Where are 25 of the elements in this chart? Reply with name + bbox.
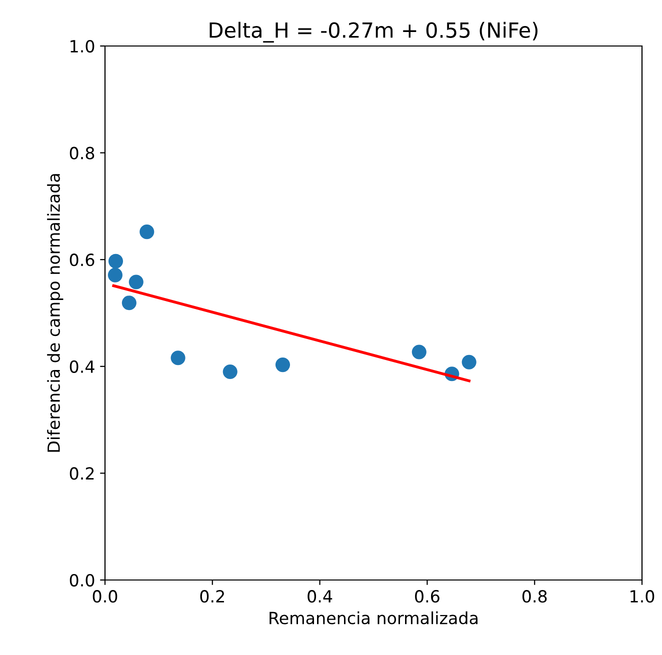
x-tick-label: 0.4 <box>308 590 332 603</box>
point <box>128 274 144 290</box>
x-tick-label: 1.0 <box>630 590 654 603</box>
x-tick-label: 0.8 <box>522 590 547 603</box>
y-axis-title: Diferencia de campo normalizada <box>47 174 64 452</box>
x-axis-title: Remanencia normalizada <box>270 611 478 624</box>
y-tick-label: 0.8 <box>70 146 94 160</box>
y-tick-label: 0.4 <box>70 360 94 373</box>
point <box>108 254 124 268</box>
x-tick-label: 0.2 <box>200 590 224 603</box>
point <box>462 354 476 370</box>
point <box>122 296 136 310</box>
y-tick-label: 0.0 <box>70 574 94 587</box>
y-tick-label: 0.6 <box>70 254 94 266</box>
point <box>222 364 238 380</box>
point <box>140 224 154 240</box>
point <box>170 350 186 366</box>
y-tick-label: 0.2 <box>70 467 94 480</box>
x-tick-label: 0.6 <box>415 590 440 603</box>
x-tick-label: 0.0 <box>92 590 118 603</box>
chart-title: Delta_H = -0.27m + 0.55 (NiFe) <box>210 22 538 43</box>
y-tick-label: 1.0 <box>70 40 94 53</box>
point <box>275 358 290 372</box>
point <box>108 268 122 282</box>
point <box>412 344 426 360</box>
